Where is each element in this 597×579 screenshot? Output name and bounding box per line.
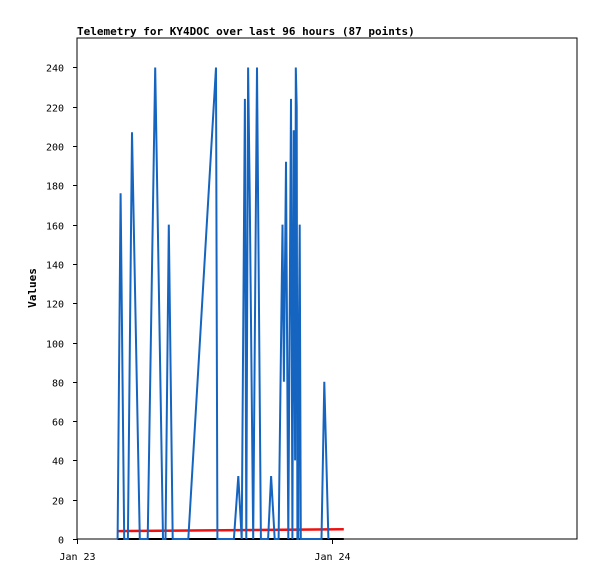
x-tick-label: Jan 24 [314, 552, 350, 563]
series-2-line [117, 527, 344, 533]
x-tick-label: Jan 23 [59, 552, 95, 563]
y-tick-label: 180 [46, 182, 64, 193]
y-tick-label: 160 [46, 222, 64, 233]
y-tick-label: 140 [46, 261, 64, 272]
y-tick-label: 20 [52, 497, 64, 508]
plot-series [116, 67, 344, 540]
y-tick-label: 100 [46, 340, 64, 351]
y-tick-label: 80 [52, 379, 64, 390]
x-axis: Jan 23 Jan 24 [59, 539, 351, 563]
chart-title: Telemetry for KY4DOC over last 96 hours … [77, 25, 415, 38]
y-axis-label: Values [26, 268, 39, 308]
y-tick-label: 220 [46, 104, 64, 115]
y-tick-label: 240 [46, 64, 64, 75]
y-tick-label: 40 [52, 457, 64, 468]
y-tick-label: 200 [46, 143, 64, 154]
y-axis: 0 20 40 60 80 100 120 140 160 180 200 220 240 [46, 64, 77, 547]
series-1-line [116, 67, 330, 540]
y-tick-label: 120 [46, 300, 64, 311]
y-tick-label: 0 [58, 536, 64, 547]
y-tick-label: 60 [52, 418, 64, 429]
